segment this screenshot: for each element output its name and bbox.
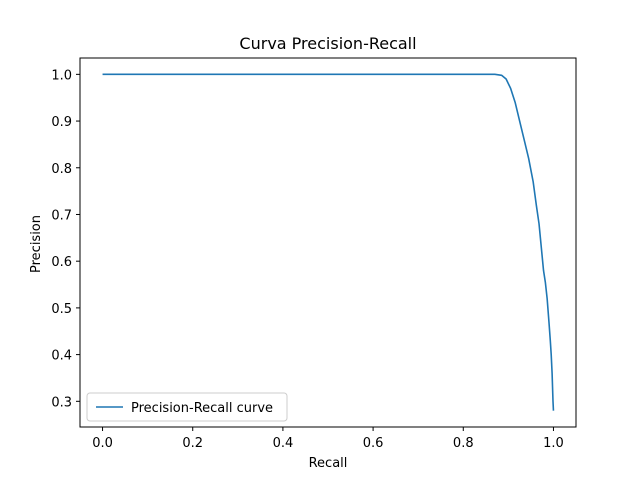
y-axis-label: Precision (29, 215, 44, 273)
y-tick-label: 0.6 (51, 255, 72, 270)
y-tick-label: 0.4 (51, 349, 72, 364)
x-tick-label: 1.0 (543, 436, 564, 451)
series-line-precision-recall (102, 73, 555, 411)
x-tick-label: 0.4 (273, 436, 294, 451)
axis-ticks: 0.0 0.2 0.4 0.6 0.8 1.0 0.3 0.4 0.5 0.6 0.7 0.8 0.9 1… (51, 68, 563, 451)
plot-frame (79, 57, 577, 428)
y-tick-label: 0.8 (51, 162, 72, 177)
plot-area (102, 73, 555, 411)
y-tick-label: 1.0 (51, 68, 72, 83)
y-tick-label: 0.9 (51, 115, 72, 130)
x-tick-label: 0.2 (182, 436, 203, 451)
legend-label: Precision-Recall curve (131, 401, 273, 416)
y-tick-label: 0.3 (51, 395, 72, 410)
x-axis-label: Recall (309, 456, 348, 471)
x-tick-label: 0.6 (363, 436, 384, 451)
chart-title: Curva Precision-Recall (239, 34, 416, 53)
y-tick-label: 0.7 (51, 208, 72, 223)
y-tick-label: 0.5 (51, 302, 72, 317)
legend: Precision-Recall curve (86, 392, 288, 422)
x-tick-label: 0.8 (453, 436, 474, 451)
x-tick-label: 0.0 (92, 436, 113, 451)
legend-box (86, 392, 288, 422)
